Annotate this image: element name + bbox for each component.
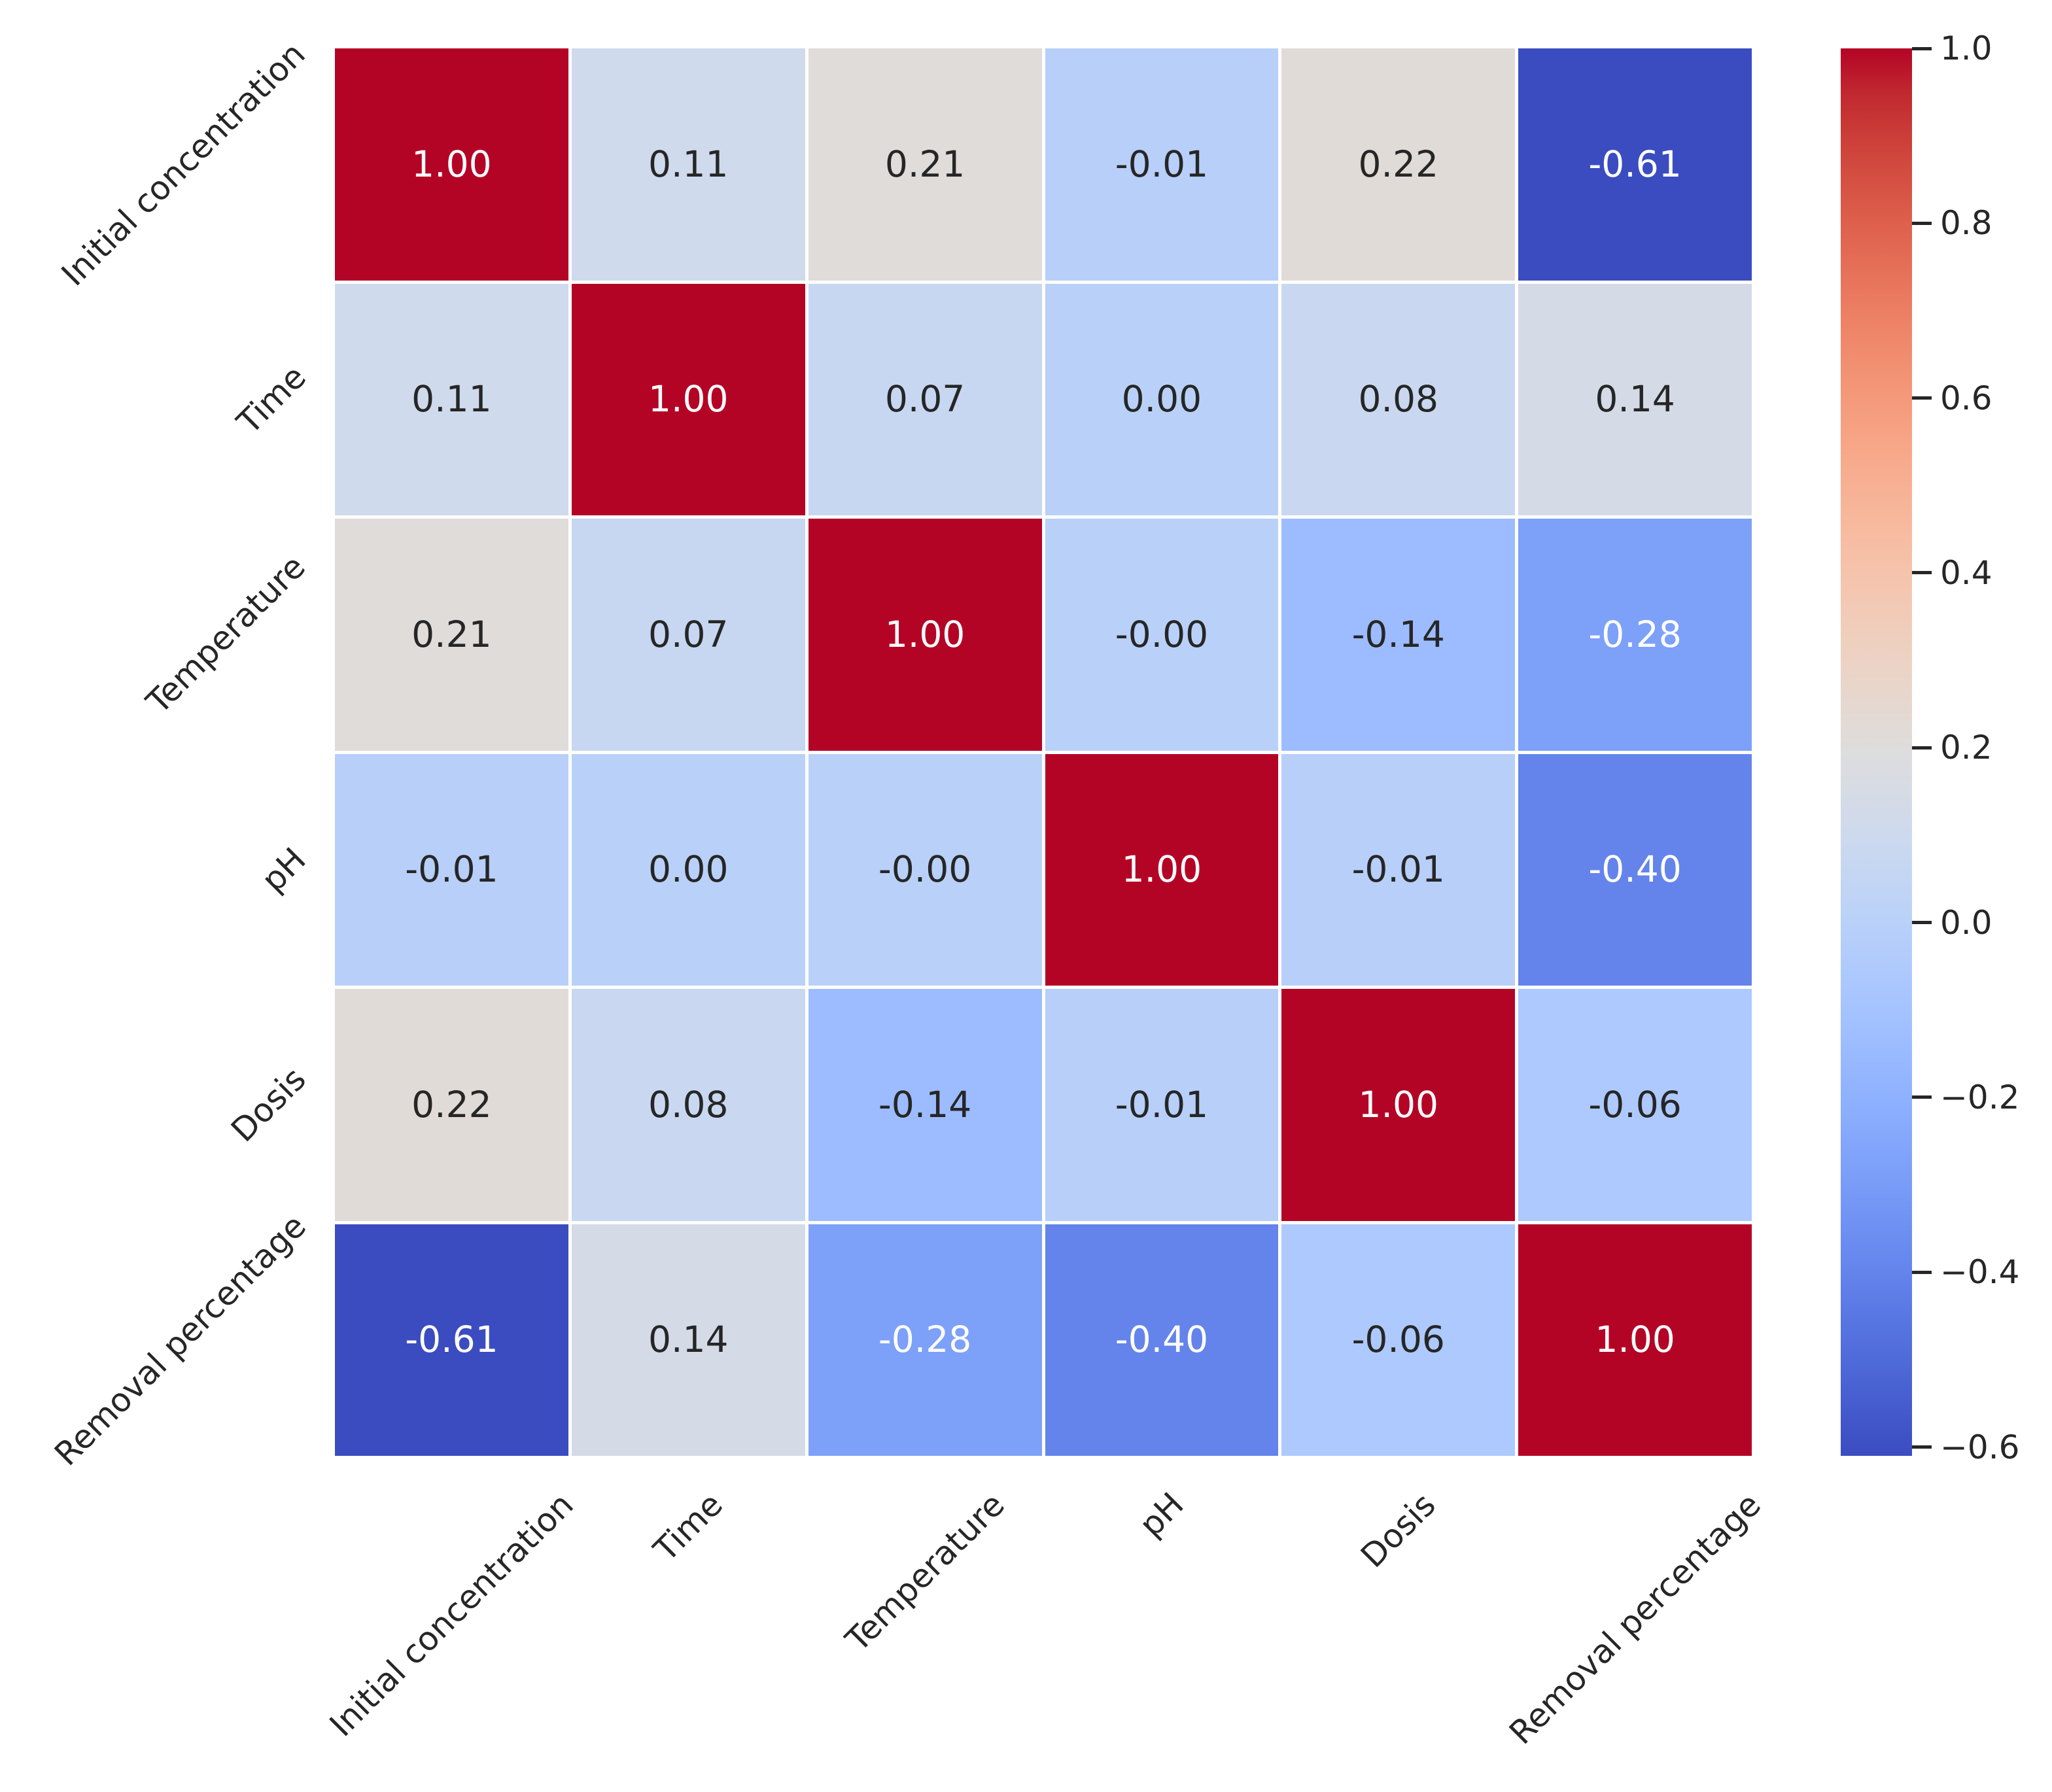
y-tick-label: Time xyxy=(230,357,313,441)
heatmap-cell: -0.40 xyxy=(1518,753,1752,986)
colorbar-tick-mark xyxy=(1912,746,1932,750)
x-tick-label: Time xyxy=(646,1485,731,1569)
heatmap-cell: 0.22 xyxy=(1281,48,1516,281)
colorbar-tick-label: −0.6 xyxy=(1940,1428,2020,1466)
y-tick-label: Dosis xyxy=(224,1060,313,1150)
heatmap-cell: -0.01 xyxy=(1281,753,1516,986)
colorbar-tick-mark xyxy=(1912,396,1932,400)
heatmap-cell: -0.28 xyxy=(808,1224,1042,1456)
colorbar-tick-mark xyxy=(1912,1095,1932,1099)
colorbar-tick-label: 0.2 xyxy=(1940,729,1992,767)
colorbar-tick-label: 1.0 xyxy=(1940,29,1992,67)
heatmap-cell: 0.08 xyxy=(571,989,805,1221)
heatmap-cell: 0.11 xyxy=(335,283,568,515)
x-tick-label: Temperature xyxy=(838,1485,1012,1659)
heatmap-cell: 1.00 xyxy=(808,519,1042,751)
x-tick-label: Initial concentration xyxy=(322,1485,581,1744)
heatmap-cell: -0.28 xyxy=(1518,519,1752,751)
y-tick-label: Temperature xyxy=(139,547,313,721)
y-tick-label: pH xyxy=(254,840,313,899)
x-tick-label: Dosis xyxy=(1353,1485,1444,1575)
heatmap-cell: 0.22 xyxy=(335,989,568,1221)
heatmap-cell: -0.14 xyxy=(808,989,1042,1221)
heatmap-cell: 1.00 xyxy=(1045,753,1279,986)
heatmap-cell: -0.01 xyxy=(1045,48,1279,281)
colorbar-tick-label: −0.4 xyxy=(1940,1253,2020,1292)
heatmap-cell: 0.21 xyxy=(335,519,568,751)
y-tick-label: Initial concentration xyxy=(54,35,313,294)
x-tick-label: Removal percentage xyxy=(1502,1485,1769,1752)
colorbar-tick-label: 0.0 xyxy=(1940,903,1992,942)
y-tick-label: Removal percentage xyxy=(46,1207,313,1473)
heatmap-cell: -0.61 xyxy=(335,1224,568,1456)
heatmap-cell: -0.01 xyxy=(1045,989,1279,1221)
heatmap-cell: -0.01 xyxy=(335,753,568,986)
heatmap-cell: 0.00 xyxy=(1045,283,1279,515)
heatmap-cell: 0.07 xyxy=(571,519,805,751)
heatmap-cell: -0.40 xyxy=(1045,1224,1279,1456)
heatmap-cell: 0.14 xyxy=(1518,283,1752,515)
heatmap-cell: 0.11 xyxy=(571,48,805,281)
colorbar-tick-mark xyxy=(1912,1270,1932,1274)
colorbar-tick-mark xyxy=(1912,221,1932,225)
heatmap-cell: -0.06 xyxy=(1518,989,1752,1221)
heatmap-cell: 0.14 xyxy=(571,1224,805,1456)
heatmap-grid: 1.00 0.11 0.21 -0.01 0.22 -0.61 0.11 1.00 0.07 0.… xyxy=(335,48,1752,1456)
colorbar-tick-label: 0.4 xyxy=(1940,553,1992,592)
heatmap-cell: 0.21 xyxy=(808,48,1042,281)
heatmap-cell: 0.08 xyxy=(1281,283,1516,515)
colorbar-tick-label: −0.2 xyxy=(1940,1078,2020,1116)
colorbar-tick-label: 0.8 xyxy=(1940,204,1992,243)
heatmap-cell: 1.00 xyxy=(1518,1224,1752,1456)
heatmap-cell: 1.00 xyxy=(1281,989,1516,1221)
heatmap-cell: 0.00 xyxy=(571,753,805,986)
colorbar-tick-mark xyxy=(1912,1445,1932,1449)
x-tick-label: pH xyxy=(1132,1485,1192,1545)
heatmap-cell: 1.00 xyxy=(335,48,568,281)
colorbar-tick-mark xyxy=(1912,921,1932,925)
heatmap-cell: -0.61 xyxy=(1518,48,1752,281)
colorbar-tick-label: 0.6 xyxy=(1940,379,1992,417)
colorbar-tick-mark xyxy=(1912,571,1932,575)
heatmap-cell: 1.00 xyxy=(571,283,805,515)
heatmap-cell: -0.14 xyxy=(1281,519,1516,751)
heatmap-cell: -0.00 xyxy=(808,753,1042,986)
heatmap-cell: -0.00 xyxy=(1045,519,1279,751)
colorbar-tick-mark xyxy=(1912,46,1932,50)
colorbar xyxy=(1841,48,1912,1456)
heatmap-cell: 0.07 xyxy=(808,283,1042,515)
heatmap-cell: -0.06 xyxy=(1281,1224,1516,1456)
